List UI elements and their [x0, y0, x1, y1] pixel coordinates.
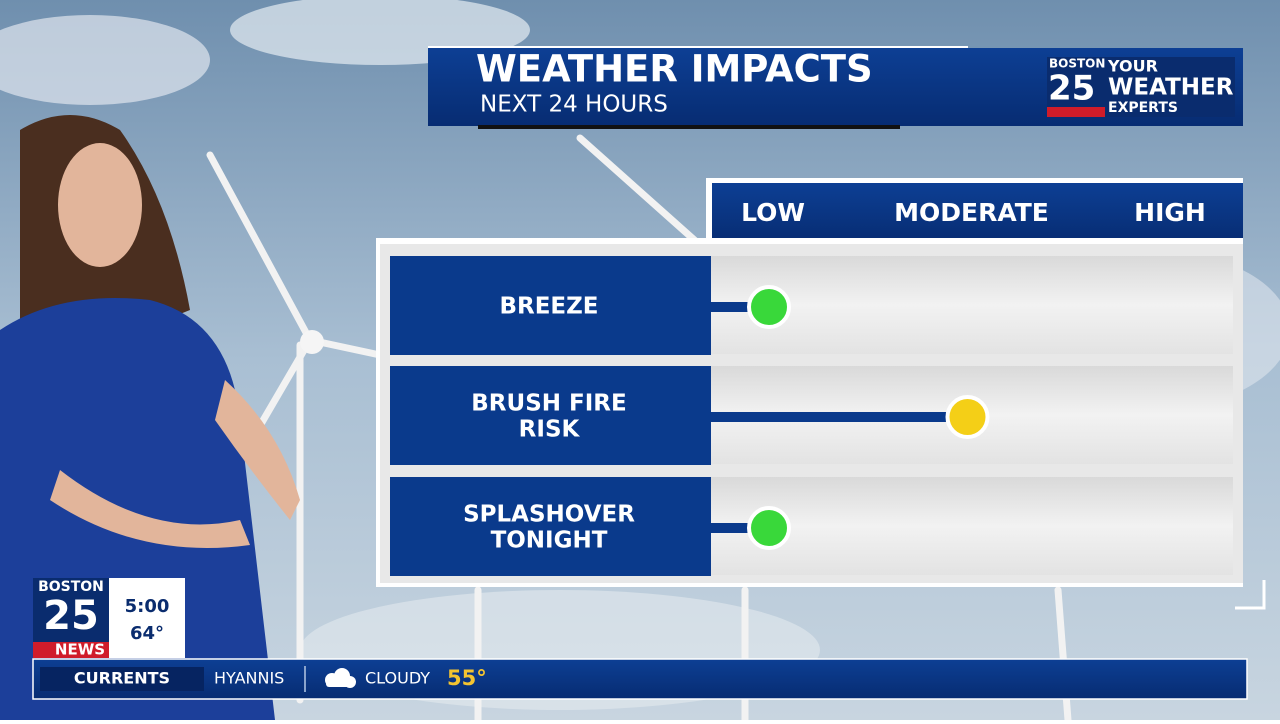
impact-label-box: [390, 366, 711, 465]
impact-dot: [747, 506, 791, 550]
cloud-icon: [325, 668, 356, 688]
ticker-location: HYANNIS: [214, 669, 284, 688]
impact-label-box: [390, 477, 711, 576]
impact-label: RISK: [519, 417, 581, 443]
scale-header: [712, 183, 1243, 243]
bug-time: 5:00: [125, 596, 170, 617]
impact-bar: [711, 523, 769, 533]
impact-label: TONIGHT: [491, 528, 608, 554]
logo-line3: EXPERTS: [1108, 100, 1178, 116]
banner-underline: [478, 125, 900, 129]
impact-track: [711, 256, 1233, 354]
banner-edge: [428, 46, 968, 49]
impact-dot: [747, 285, 791, 329]
impact-label: BRUSH FIRE: [471, 391, 626, 417]
logo-red: [1047, 107, 1105, 117]
logo-number: 25: [1048, 69, 1095, 109]
scale-label: MODERATE: [894, 198, 1049, 227]
logo: BOSTON 25 YOUR WEATHER EXPERTS: [1047, 57, 1235, 117]
bug-number: 25: [43, 593, 99, 639]
corner-mark: [1235, 580, 1266, 610]
bug-red: [33, 642, 109, 658]
subtitle: NEXT 24 HOURS: [480, 92, 668, 118]
ticker-section: CURRENTS: [74, 669, 170, 688]
bug-temp: 64°: [130, 623, 164, 644]
ticker-temp: 55°: [447, 666, 487, 690]
impact-dot: [945, 395, 990, 439]
scale-label: LOW: [741, 198, 805, 227]
ticker: [32, 658, 1248, 700]
impact-label: BREEZE: [499, 294, 598, 320]
title: WEATHER IMPACTS: [476, 48, 873, 91]
impact-bar: [711, 412, 968, 422]
ticker-condition: CLOUDY: [365, 669, 430, 688]
impact-label: SPLASHOVER: [463, 502, 635, 528]
impact-track: [711, 477, 1233, 575]
bug-station: BOSTON: [38, 579, 104, 595]
logo-station: BOSTON: [1049, 57, 1105, 71]
ticker-section-box: [40, 667, 204, 691]
bug-brand: NEWS: [55, 641, 105, 659]
logo-line1: YOUR: [1107, 57, 1158, 76]
scale-label: HIGH: [1134, 198, 1206, 227]
impact-label-box: [390, 256, 711, 355]
logo-line2: WEATHER: [1108, 75, 1234, 101]
impact-bar: [711, 302, 769, 312]
